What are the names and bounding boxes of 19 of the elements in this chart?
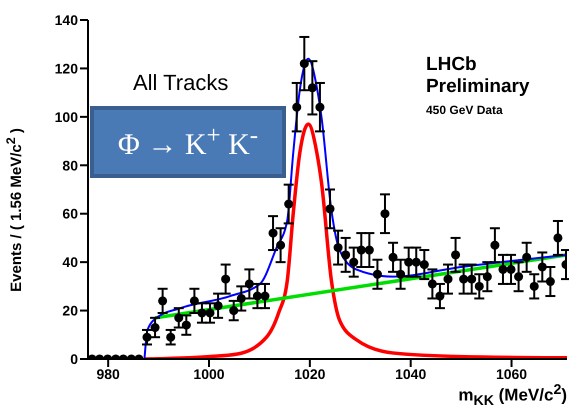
- x-tick-label: 1060: [496, 366, 528, 382]
- y-tick-label: 20: [62, 302, 78, 319]
- y-tick-label: 100: [54, 108, 78, 125]
- x-tick-label: 1000: [193, 366, 225, 382]
- annotation: 450 GeV Data: [426, 103, 503, 117]
- y-tick-label: 0: [70, 350, 78, 367]
- y-tick-label: 80: [62, 157, 78, 174]
- x-axis-title: m$_{KK}$ (MeV/c$^{2}$): [458, 382, 567, 410]
- x-tick-label: 1040: [395, 366, 426, 382]
- annotation: LHCb: [426, 54, 477, 76]
- annotation: Φ → K$^{+}$ K$^{-}$: [118, 122, 258, 162]
- x-tick-label: 1020: [294, 366, 326, 382]
- annotation: Preliminary: [426, 76, 530, 98]
- y-tick-label: 60: [62, 206, 78, 222]
- y-tick-label: 40: [62, 254, 78, 270]
- y-tick-label: 120: [54, 60, 78, 76]
- x-tick-label: 980: [96, 366, 120, 382]
- y-tick-label: 140: [54, 12, 78, 28]
- annotation: All Tracks: [133, 70, 228, 96]
